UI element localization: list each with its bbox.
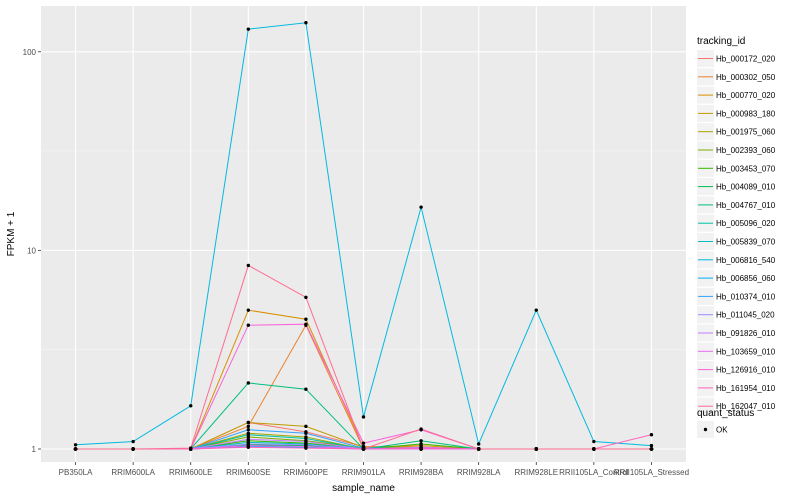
legend-label: Hb_162047_010 <box>716 402 776 411</box>
data-point <box>592 447 596 451</box>
x-tick-label: RRIM928LE <box>514 468 558 477</box>
data-point <box>361 441 366 445</box>
data-point <box>476 442 481 446</box>
data-point <box>189 446 193 450</box>
legend-key-point <box>703 427 708 432</box>
data-point <box>246 424 251 429</box>
legend-label: Hb_001975_060 <box>716 128 776 137</box>
data-point <box>304 436 308 441</box>
data-point <box>304 322 308 326</box>
x-tick-label: PB350LA <box>59 468 93 477</box>
data-point <box>304 21 308 25</box>
data-point <box>246 381 251 385</box>
data-point <box>304 431 308 435</box>
data-point <box>131 439 135 444</box>
legend-title-tracking-id: tracking_id <box>697 36 745 47</box>
data-point <box>419 427 423 431</box>
legend-label: Hb_002393_060 <box>716 146 776 155</box>
x-tick-label: RRII105LA_Stressed <box>614 468 689 477</box>
legend-label: Hb_006856_060 <box>716 274 776 283</box>
y-tick-label: 10 <box>27 246 36 255</box>
data-point <box>304 424 308 429</box>
x-tick-label: RRIM600PE <box>284 468 328 477</box>
series-points <box>73 21 654 451</box>
legend-label: Hb_011045_020 <box>716 311 775 320</box>
data-point <box>419 446 423 450</box>
y-tick-label: 1 <box>32 445 37 454</box>
legend-label: Hb_004089_010 <box>716 183 776 192</box>
legend-items: Hb_000172_020 Hb_000302_050 Hb_000770_020 H… <box>697 50 776 415</box>
legend-label: Hb_091826_010 <box>716 329 776 338</box>
legend-label: Hb_161954_010 <box>716 384 776 393</box>
data-point <box>419 442 423 446</box>
data-point <box>246 433 251 437</box>
data-point <box>304 439 308 444</box>
data-point <box>246 323 251 327</box>
legend-label: Hb_000983_180 <box>716 109 776 118</box>
legend-label: OK <box>716 426 728 435</box>
x-tick-label: RRII105LA_Control <box>559 468 629 477</box>
legend-label: Hb_000172_020 <box>716 55 776 64</box>
data-point <box>246 445 251 449</box>
data-point <box>246 308 251 312</box>
x-tick-label: RRIM928BA <box>399 468 444 477</box>
x-axis: PB350LA RRIM600LA RRIM600LE RRIM600SE RRIM60… <box>59 462 689 477</box>
data-point <box>246 420 251 425</box>
legend-label: Hb_005096_020 <box>716 219 776 228</box>
data-point <box>304 387 308 391</box>
x-axis-title: sample_name <box>332 483 395 494</box>
x-tick-label: RRIM600SE <box>226 468 270 477</box>
data-point <box>419 205 423 209</box>
x-tick-label: RRIM600LE <box>169 468 213 477</box>
x-tick-label: RRIM901LA <box>342 468 386 477</box>
x-tick-label: RRIM928LA <box>457 468 501 477</box>
data-point <box>649 443 654 448</box>
data-point <box>304 446 308 450</box>
legend-label: Hb_000770_020 <box>716 91 776 100</box>
data-point <box>534 447 538 451</box>
legend-label: Hb_103659_010 <box>716 347 776 356</box>
data-point <box>246 263 251 268</box>
data-point <box>361 447 366 451</box>
legend-title-quant-status: quant_status <box>697 408 754 419</box>
data-point <box>649 433 654 437</box>
data-point <box>649 447 654 451</box>
x-tick-label: RRIM600LA <box>111 468 155 477</box>
data-point <box>131 447 135 451</box>
legend-label: Hb_010374_010 <box>716 292 776 301</box>
data-point <box>419 439 423 443</box>
legend-label: Hb_006816_540 <box>716 256 776 265</box>
legend-label: Hb_003453_070 <box>716 164 776 173</box>
legend-label: Hb_005839_070 <box>716 238 776 247</box>
legend-label: Hb_000302_050 <box>716 73 776 82</box>
data-point <box>304 317 308 321</box>
data-point <box>73 443 78 447</box>
data-point <box>361 415 366 419</box>
legend: tracking_id Hb_000172_020Hb_000302_050Hb… <box>697 36 776 438</box>
y-tick-label: 100 <box>23 48 37 57</box>
data-point <box>304 295 308 300</box>
data-point <box>592 439 596 444</box>
data-point <box>246 437 251 441</box>
y-axis: 1 10 100 <box>23 48 41 454</box>
data-point <box>73 447 78 451</box>
legend-point-items: OK <box>697 421 728 438</box>
data-point <box>534 308 538 312</box>
data-point <box>246 428 251 432</box>
legend-label: Hb_004767_010 <box>716 201 776 210</box>
y-axis-title: FPKM + 1 <box>6 211 17 256</box>
data-point <box>246 27 251 31</box>
data-point <box>189 404 193 408</box>
data-point <box>476 447 481 451</box>
legend-label: Hb_126916_010 <box>716 366 776 375</box>
